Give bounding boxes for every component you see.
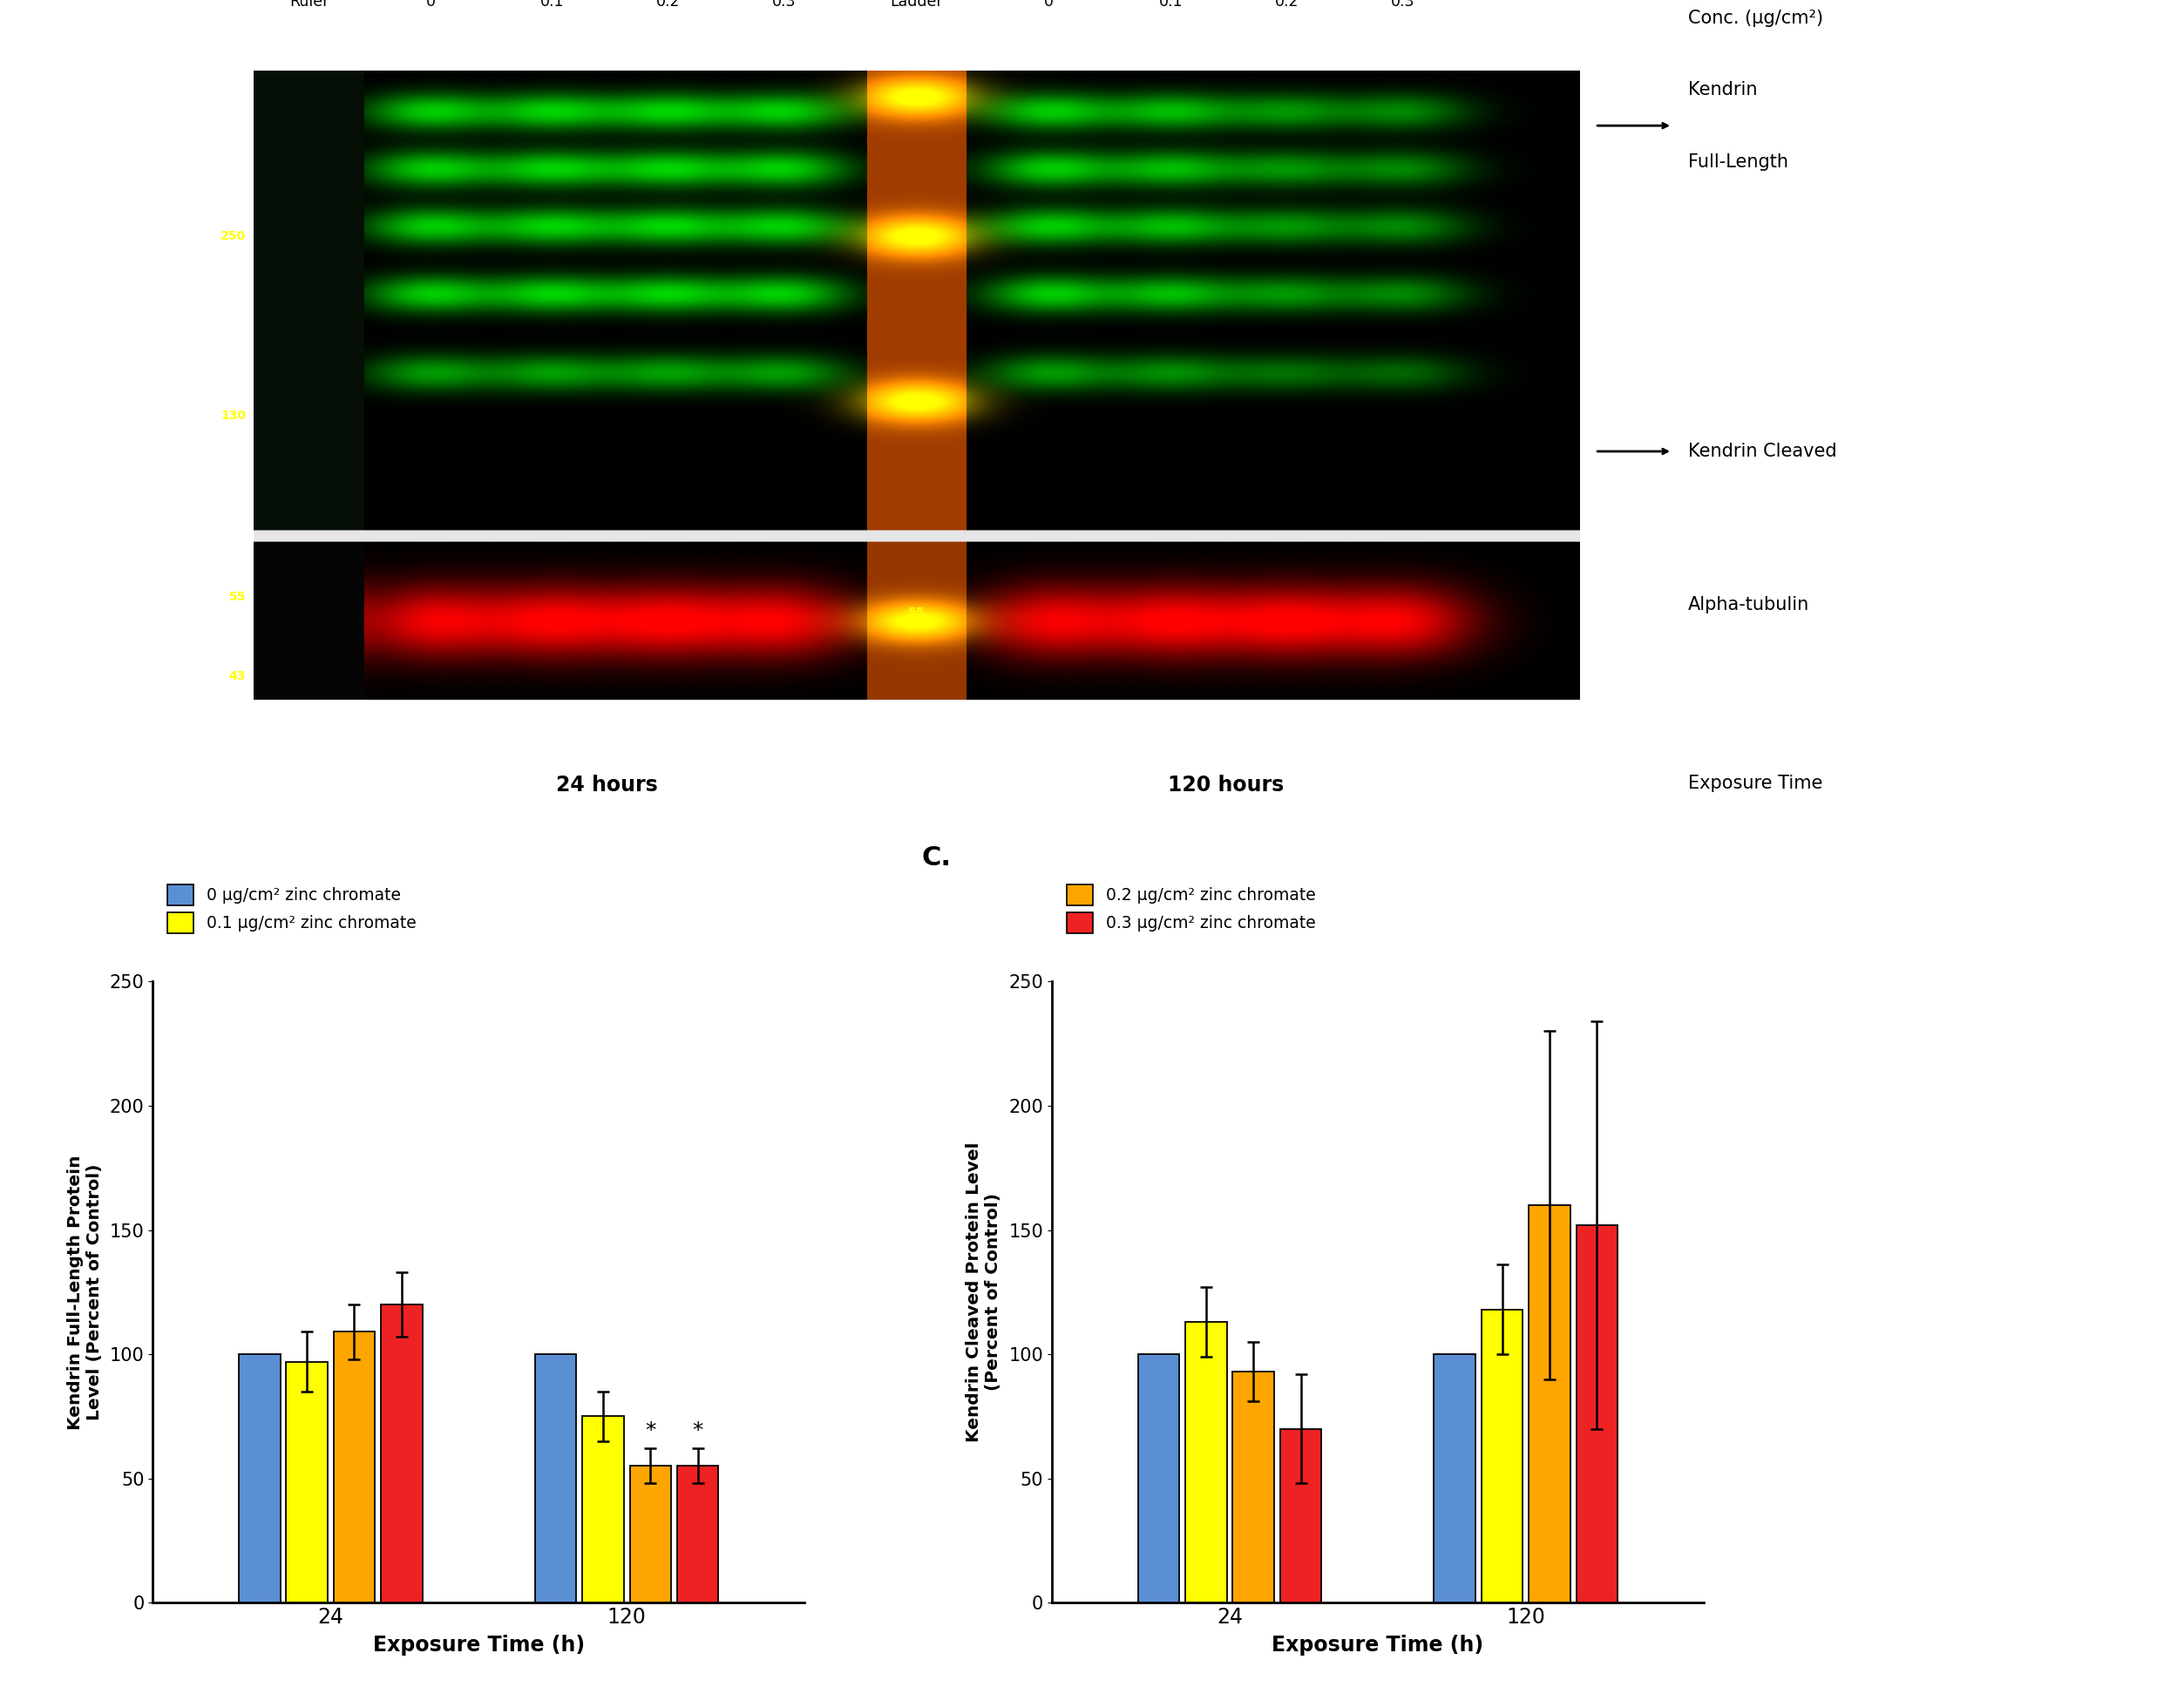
Text: 0: 0	[426, 0, 435, 10]
Text: 0.3: 0.3	[771, 0, 795, 10]
Bar	[629, 1466, 670, 1603]
Text: 238: 238	[904, 229, 928, 243]
Bar	[1529, 1205, 1570, 1603]
Legend: 0 μg/cm² zinc chromate, 0.1 μg/cm² zinc chromate: 0 μg/cm² zinc chromate, 0.1 μg/cm² zinc …	[162, 877, 424, 940]
Text: Alpha-tubulin: Alpha-tubulin	[1688, 596, 1808, 614]
X-axis label: Exposure Time (h): Exposure Time (h)	[373, 1635, 585, 1657]
Text: 171: 171	[904, 395, 928, 407]
Bar	[1138, 1355, 1179, 1603]
Bar	[583, 1417, 625, 1603]
Bar	[1435, 1355, 1476, 1603]
Text: 0.2: 0.2	[1275, 0, 1299, 10]
Bar	[286, 1361, 328, 1603]
Bar	[1186, 1323, 1227, 1603]
Text: 24 hours: 24 hours	[557, 774, 657, 796]
Text: *: *	[692, 1420, 703, 1441]
Text: 130: 130	[221, 410, 247, 422]
Bar	[1280, 1429, 1321, 1603]
Text: Kendrin Cleaved: Kendrin Cleaved	[1688, 442, 1837, 461]
Text: 55: 55	[909, 607, 926, 619]
Text: 0.2: 0.2	[655, 0, 679, 10]
Bar	[334, 1331, 376, 1603]
Y-axis label: Kendrin Cleaved Protein Level
(Percent of Control): Kendrin Cleaved Protein Level (Percent o…	[965, 1142, 1002, 1442]
Legend: 0.2 μg/cm² zinc chromate, 0.3 μg/cm² zinc chromate: 0.2 μg/cm² zinc chromate, 0.3 μg/cm² zin…	[1059, 877, 1321, 940]
Text: 0.1: 0.1	[539, 0, 563, 10]
Bar	[238, 1355, 280, 1603]
Text: 0.3: 0.3	[1391, 0, 1415, 10]
Bar	[1232, 1372, 1273, 1603]
Text: 55: 55	[229, 590, 247, 604]
Text: Full-Length: Full-Length	[1688, 154, 1789, 170]
Text: *: *	[644, 1420, 655, 1441]
Text: 43: 43	[229, 670, 247, 682]
Text: 460: 460	[904, 91, 928, 103]
Text: 120 hours: 120 hours	[1168, 774, 1284, 796]
Text: Hi-Mark
Ladder: Hi-Mark Ladder	[887, 0, 946, 10]
Bar	[535, 1355, 577, 1603]
Text: 0: 0	[1044, 0, 1055, 10]
Text: C.: C.	[922, 845, 952, 870]
Text: Exposure Time: Exposure Time	[1688, 774, 1824, 793]
Text: Page
Ruler: Page Ruler	[288, 0, 328, 10]
Text: 250: 250	[221, 229, 247, 243]
Bar	[380, 1304, 422, 1603]
Bar	[1481, 1309, 1522, 1603]
Bar	[1577, 1225, 1618, 1603]
Bar	[677, 1466, 719, 1603]
Y-axis label: Kendrin Full-Length Protein
Level (Percent of Control): Kendrin Full-Length Protein Level (Perce…	[68, 1154, 103, 1429]
X-axis label: Exposure Time (h): Exposure Time (h)	[1271, 1635, 1483, 1657]
Text: 0.1: 0.1	[1160, 0, 1184, 10]
Text: Kendrin: Kendrin	[1688, 81, 1758, 98]
Text: Conc. (μg/cm²): Conc. (μg/cm²)	[1688, 10, 1824, 27]
